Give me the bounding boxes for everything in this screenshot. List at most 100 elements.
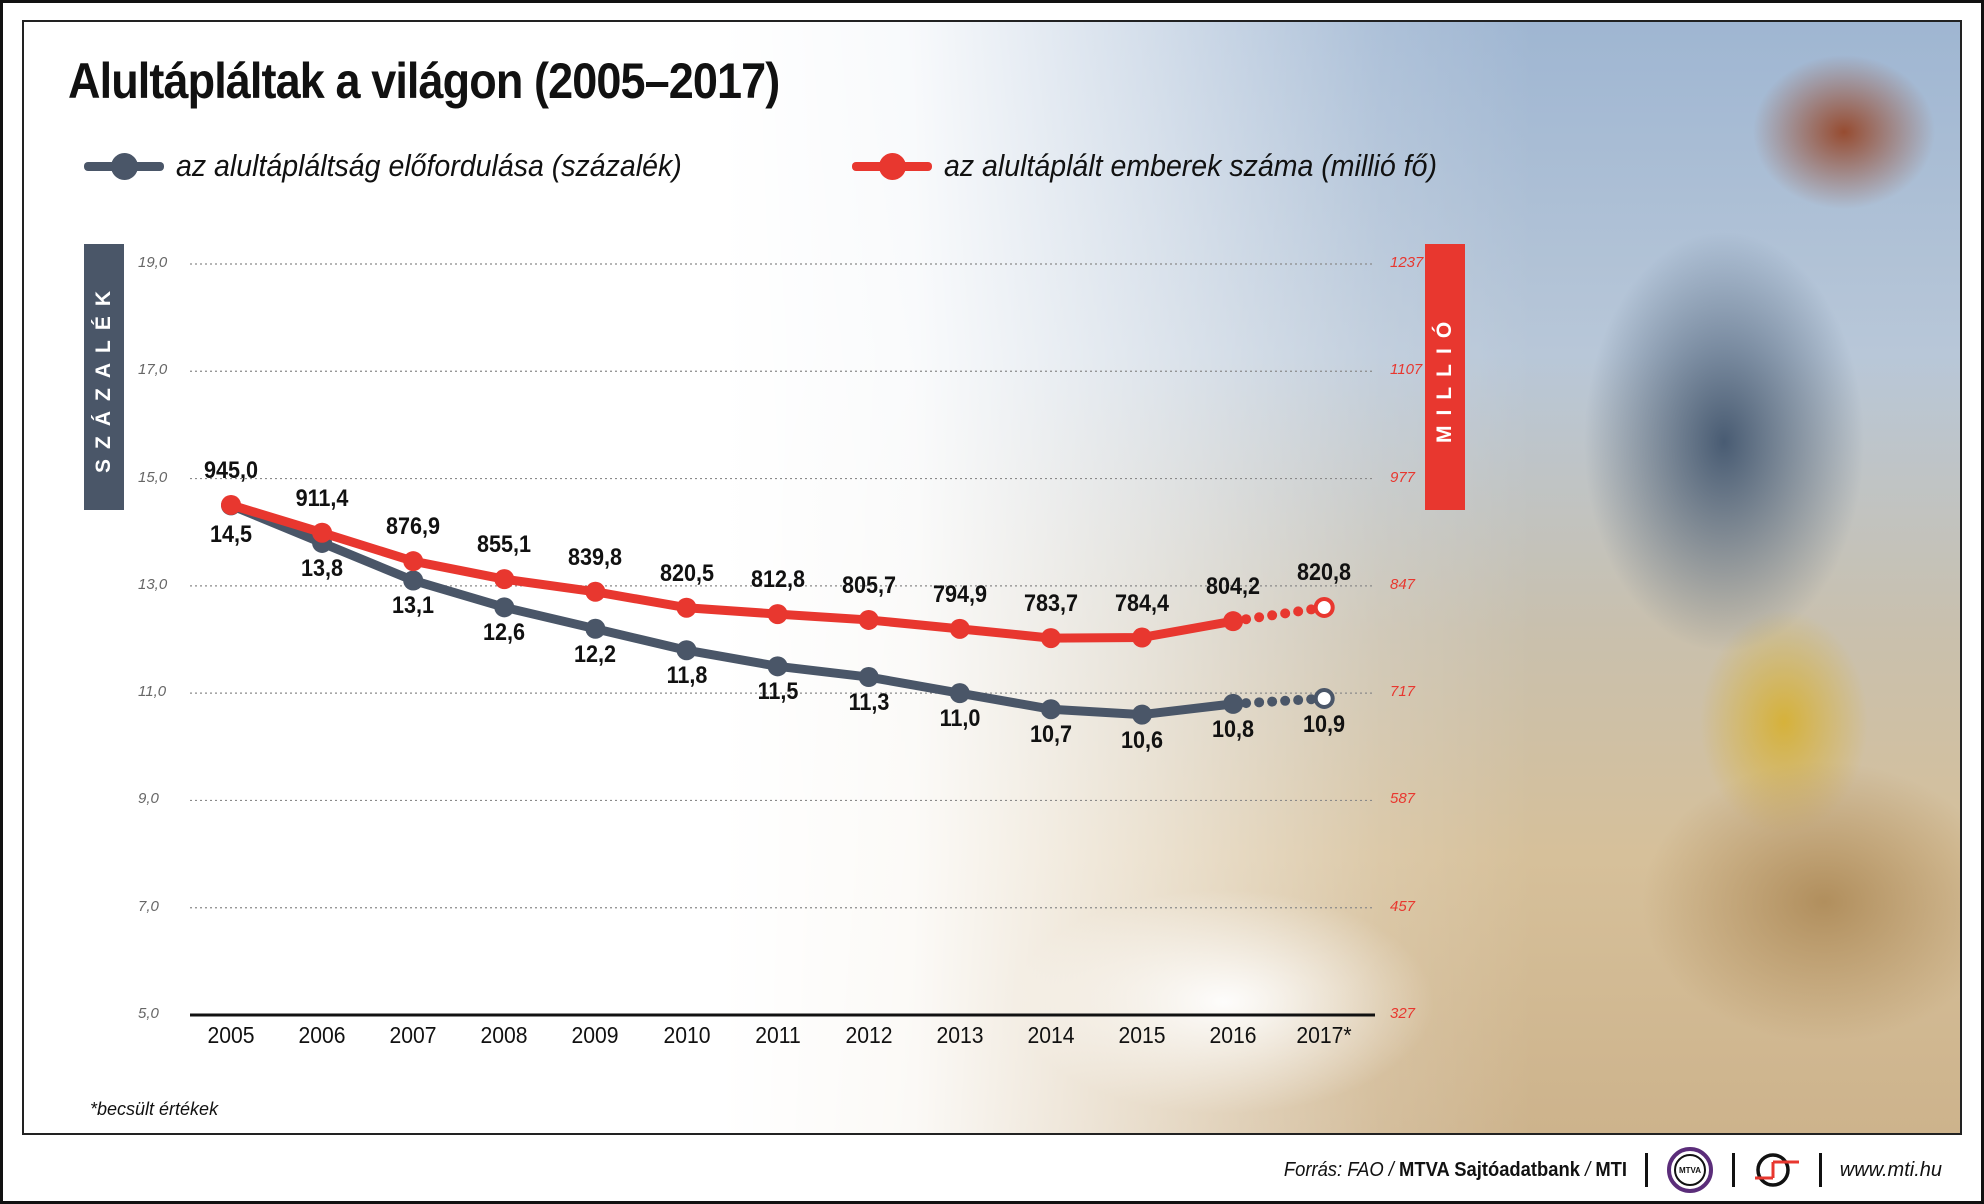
estimate-dot (1267, 610, 1278, 621)
series-line (226, 500, 1238, 720)
data-point (312, 522, 333, 543)
data-point (1040, 699, 1061, 720)
right-axis-tick: 587 (1390, 790, 1416, 808)
legend-item-percent: az alultápláltság előfordulása (százalék… (84, 148, 726, 184)
data-value-label: 11,5 (757, 678, 799, 706)
data-point (585, 618, 606, 639)
left-axis-tick: 13,0 (138, 575, 168, 593)
x-axis-label: 2015 (1118, 1022, 1166, 1048)
data-point (1223, 693, 1244, 714)
left-axis-tick: 9,0 (138, 790, 159, 808)
estimate-dot (1241, 698, 1252, 709)
data-value-label: 10,9 (1303, 710, 1346, 738)
data-value-label: 12,6 (483, 619, 526, 647)
estimate-dot (1280, 608, 1291, 619)
data-value-label: 11,3 (848, 689, 890, 717)
data-point (403, 570, 424, 591)
x-axis-label: 2005 (207, 1022, 255, 1048)
x-axis-label: 2014 (1027, 1022, 1075, 1048)
data-point (767, 656, 788, 677)
series-line (226, 500, 1238, 643)
data-value-label: 820,5 (659, 559, 714, 587)
data-value-label: 10,8 (1212, 715, 1255, 743)
legend-swatch-million (852, 151, 932, 181)
data-value-label: 13,1 (392, 592, 435, 620)
data-value-label: 12,2 (574, 640, 617, 668)
right-axis-tick: 1107 (1390, 361, 1423, 379)
legend-label-percent: az alultápláltság előfordulása (százalék… (176, 148, 682, 183)
chart-title: Alultápláltak a világon (2005–2017) (68, 53, 780, 109)
estimate-dot (1306, 694, 1317, 705)
data-point (767, 604, 788, 625)
x-axis-label: 2017* (1296, 1022, 1352, 1048)
estimate-dot (1293, 695, 1304, 706)
mtva-logo-icon: MTVA (1666, 1147, 1713, 1193)
data-point (221, 494, 241, 515)
estimate-dot (1254, 697, 1265, 708)
estimate-dot (1293, 606, 1304, 617)
legend-item-million: az alultáplált emberek száma (millió fő) (852, 148, 1480, 184)
right-axis-tick: 847 (1390, 575, 1416, 593)
right-axis-tick: 717 (1390, 683, 1416, 701)
mti-logo-icon (1754, 1153, 1799, 1187)
x-axis-label: 2012 (845, 1022, 893, 1048)
x-axis-label: 2008 (480, 1022, 528, 1048)
data-point (1040, 628, 1061, 649)
data-point (858, 609, 879, 630)
footer-divider (1644, 1153, 1648, 1187)
estimated-data-point (1313, 596, 1335, 618)
data-value-label: 14,5 (209, 521, 253, 549)
estimate-dot (1241, 614, 1252, 625)
left-axis-tick: 17,0 (138, 361, 168, 379)
data-value-label: 804,2 (1206, 573, 1261, 601)
x-axis-label: 2016 (1209, 1022, 1257, 1048)
x-axis-label: 2010 (662, 1022, 711, 1048)
data-value-label: 13,8 (301, 554, 344, 582)
left-axis-tick: 7,0 (138, 897, 159, 915)
left-axis-tick: 15,0 (138, 468, 168, 486)
data-point (494, 597, 515, 618)
data-point (949, 618, 970, 639)
x-axis-label: 2009 (571, 1022, 619, 1048)
footer-divider (1731, 1153, 1735, 1187)
data-point (949, 683, 970, 704)
footer-divider (1818, 1153, 1822, 1187)
data-point (494, 569, 515, 590)
data-value-label: 812,8 (750, 566, 805, 594)
x-axis-label: 2007 (389, 1022, 437, 1048)
x-axis-label: 2013 (936, 1022, 984, 1048)
data-value-label: 10,7 (1029, 721, 1072, 749)
chart-panel (22, 20, 1962, 1135)
data-value-label: 805,7 (841, 571, 896, 599)
x-axis-label: 2011 (754, 1022, 801, 1048)
data-value-label: 794,9 (932, 580, 987, 608)
website-link[interactable]: www.mti.hu (1839, 1158, 1942, 1181)
estimate-dot (1254, 612, 1265, 623)
svg-text:MTVA: MTVA (1679, 1166, 1701, 1175)
data-point (585, 581, 606, 602)
source-text: Forrás: FAO / MTVA Sajtóadatbank / MTI (1283, 1158, 1627, 1181)
estimated-data-point (1313, 688, 1335, 710)
x-axis-label: 2006 (298, 1022, 346, 1048)
data-value-label: 855,1 (477, 531, 532, 559)
footnote: *becsült értékek (90, 1099, 219, 1119)
estimate-dot (1306, 604, 1317, 615)
right-axis-tick: 457 (1390, 897, 1416, 915)
data-value-label: 839,8 (568, 543, 623, 571)
data-value-label: 11,0 (939, 705, 981, 733)
data-value-label: 945,0 (203, 456, 259, 484)
data-value-label: 911,4 (295, 484, 349, 512)
data-point (676, 640, 697, 661)
estimate-dot (1267, 696, 1278, 707)
data-value-label: 784,4 (1114, 589, 1170, 617)
right-axis-tick: 327 (1390, 1005, 1416, 1022)
data-point (1223, 611, 1244, 632)
data-point (1132, 627, 1152, 648)
legend-label-million: az alultáplált emberek száma (millió fő) (944, 148, 1437, 183)
data-value-label: 876,9 (386, 513, 441, 541)
data-value-label: 783,7 (1023, 590, 1078, 618)
photo-fade-overlay (24, 22, 1960, 1133)
right-axis-tick: 1237 (1390, 254, 1424, 271)
